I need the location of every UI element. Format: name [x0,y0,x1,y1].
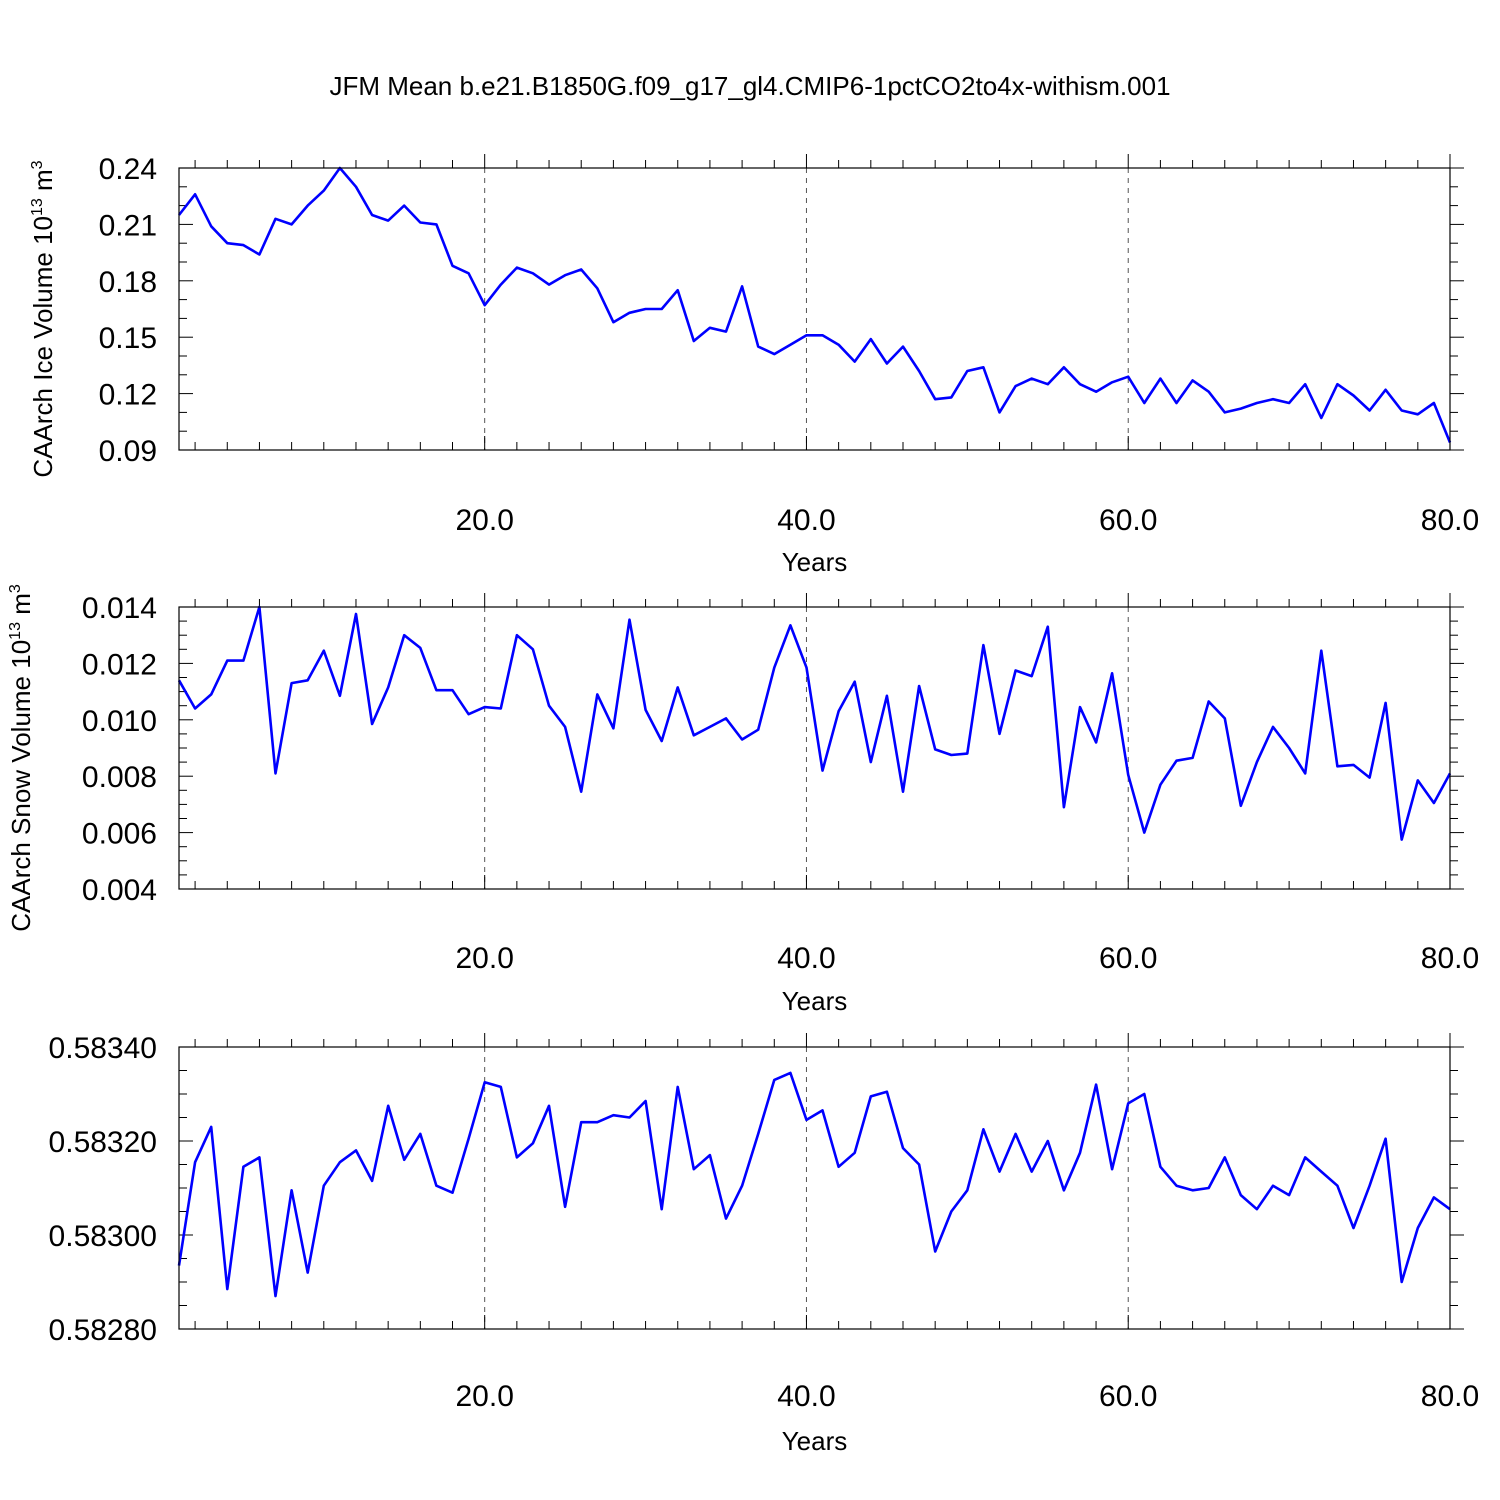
y-axis-label-part: 13 [7,622,24,640]
x-tick-label: 40.0 [777,942,835,975]
x-tick-label: 80.0 [1421,1380,1479,1413]
x-tick-label: 60.0 [1099,504,1157,537]
y-tick-label: 0.24 [99,153,157,186]
x-tick-label: 40.0 [777,504,835,537]
series-line [177,1071,1451,1298]
x-tick-label: 60.0 [1099,1380,1157,1413]
y-tick-label: 0.58300 [49,1220,157,1253]
y-axis-label-part: CAArch Snow Volume 10 [6,640,36,932]
plot-frame [178,606,1451,890]
chart-title: JFM Mean b.e21.B1850G.f09_g17_gl4.CMIP6-… [329,71,1170,101]
y-tick-label: 0.09 [99,435,157,468]
y-tick-label: 0.008 [82,761,157,794]
x-axis-label: Years [782,547,848,577]
x-tick-label: 20.0 [455,942,513,975]
y-tick-label: 0.014 [82,592,157,625]
y-axis-label-part: 3 [7,584,24,593]
y-tick-label: 0.58340 [49,1032,157,1065]
y-tick-label: 0.004 [82,874,157,907]
series-line [177,605,1452,841]
y-axis-label-part: 3 [29,160,46,169]
x-tick-label: 40.0 [777,1380,835,1413]
x-tick-label: 20.0 [455,1380,513,1413]
series-line [177,166,1452,443]
y-tick-label: 0.15 [99,322,157,355]
y-tick-label: 0.18 [99,266,157,299]
x-tick-label: 20.0 [455,504,513,537]
x-tick-label: 80.0 [1421,942,1479,975]
y-axis-label-part: m [28,169,58,198]
panel-ice-volume: 20.0 40.0 60.0 80.0 0.09 0.12 0.15 0.18 0.21 0.24… [28,153,1479,577]
y-axis-label-part: 13 [29,198,46,216]
y-tick-label: 0.58320 [49,1126,157,1159]
x-axis-label: Years [782,1426,848,1456]
y-tick-label: 0.006 [82,818,157,851]
x-axis-label: Years [782,986,848,1016]
y-axis-label: CAArch Snow Volume 1013 m3 [6,584,36,932]
y-axis-label: CAArch Ice Volume 1013 m3 [28,160,58,477]
x-tick-label: 60.0 [1099,942,1157,975]
plot-frame [178,167,1451,451]
y-axis-label-part: m [6,593,36,622]
panel-snow-volume: 20.0 40.0 60.0 80.0 0.004 0.006 0.008 0.010 0.01… [6,584,1479,1016]
y-tick-label: 0.012 [82,648,157,681]
y-tick-label: 0.58280 [49,1314,157,1347]
y-axis-label-part: CAArch Ice Volume 10 [28,216,58,478]
panel-third-variable: 20.0 40.0 60.0 80.0 0.58280 0.58300 0.58320 0.5… [49,1032,1480,1456]
y-tick-label: 0.12 [99,379,157,412]
x-tick-label: 80.0 [1421,504,1479,537]
y-tick-label: 0.21 [99,209,157,242]
y-tick-label: 0.010 [82,705,157,738]
plot-frame [178,1046,1451,1330]
